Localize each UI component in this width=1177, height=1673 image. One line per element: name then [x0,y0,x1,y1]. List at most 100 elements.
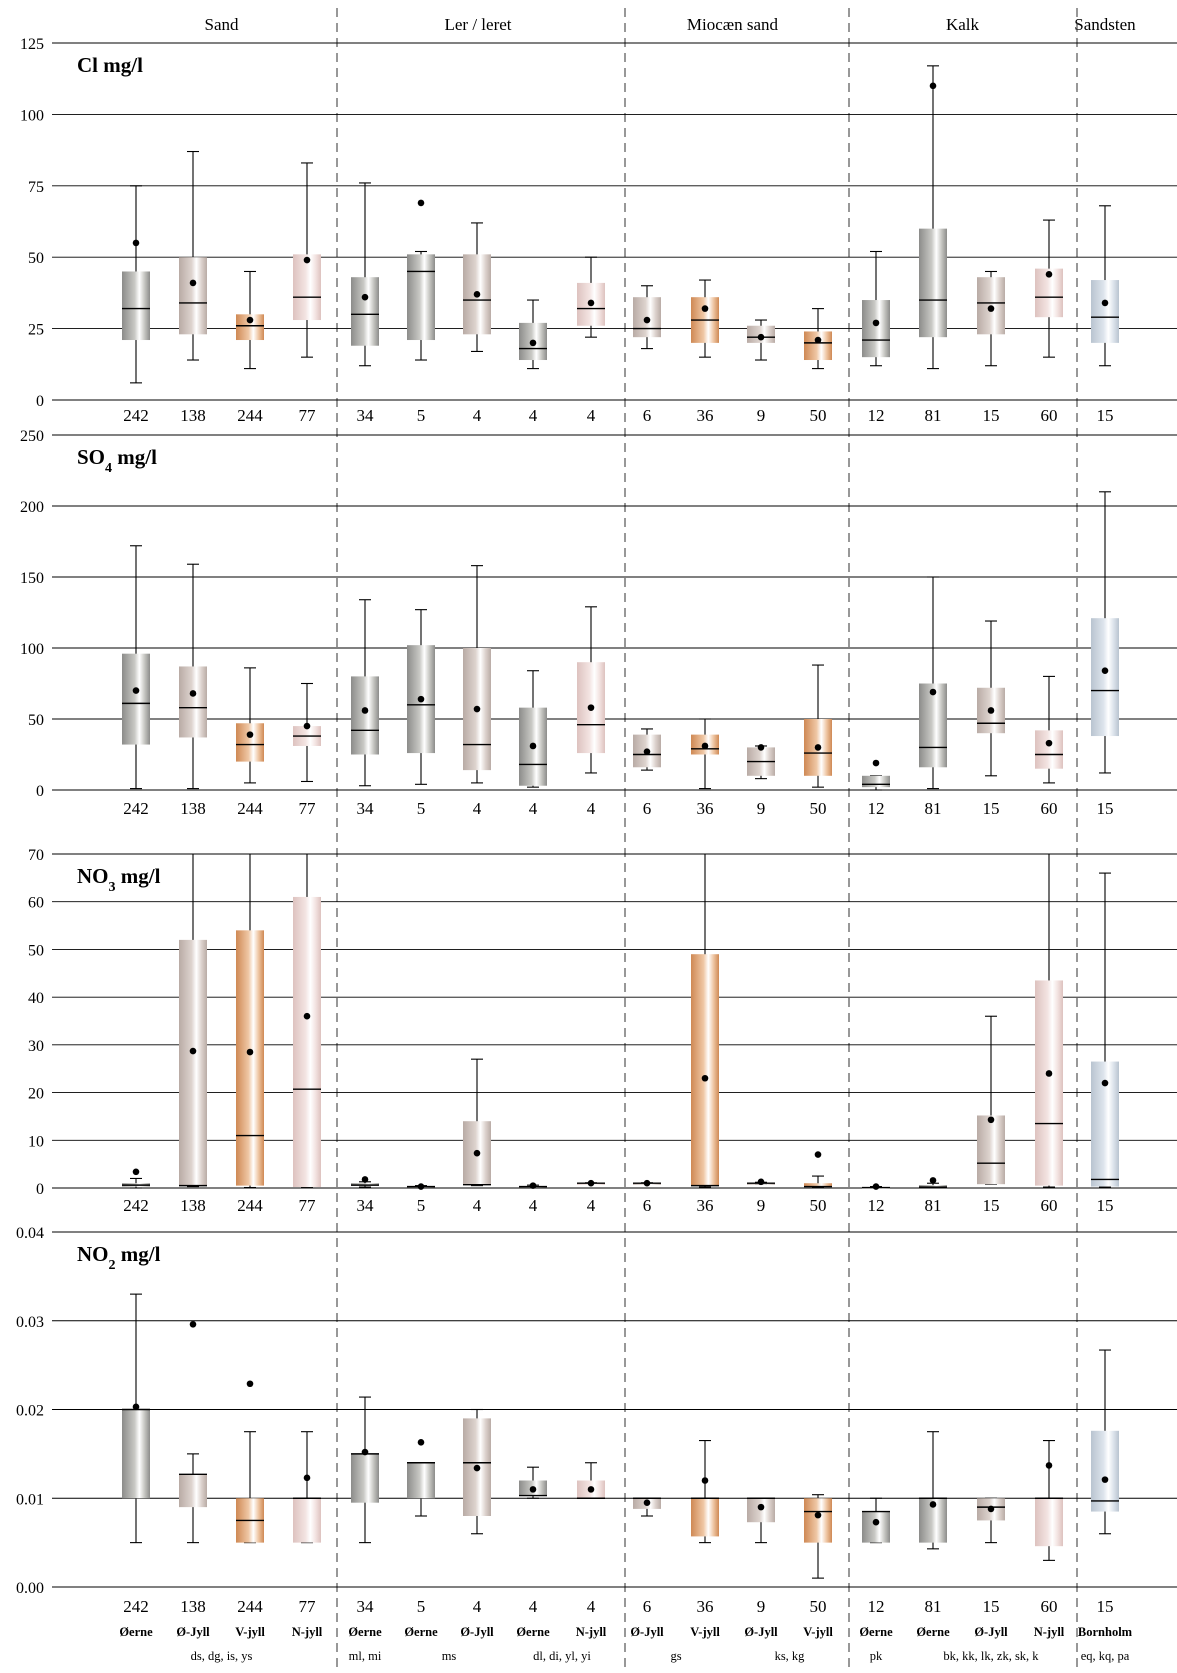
region-label: Ø-Jyll [744,1625,778,1639]
region-label: Øerne [119,1625,153,1639]
category-label: 36 [697,799,714,818]
mean-dot [814,1151,822,1158]
category-label: 9 [757,1597,766,1616]
box [1035,1498,1063,1547]
mean-dot [473,1149,481,1157]
mean-dot [246,316,254,324]
category-label: 138 [180,1196,206,1215]
mean-dot [246,1048,254,1056]
panel-0: 0 25 50 75 100 125 242 138 244 77 34 5 4 4 4 6 36 9 50 12 81… [20,36,1177,425]
panel-2: 0 10 20 30 40 50 60 70 242 138 244 77 34 5 4 4 4 6 36 9 50 12… [28,847,1177,1215]
y-tick-label: 0 [36,393,44,410]
y-tick-label: 25 [28,322,44,339]
category-label: 4 [587,799,596,818]
mean-dot [587,299,595,307]
region-label: Øerne [916,1625,950,1639]
mean-dot [246,1380,254,1388]
mean-dot [701,305,709,312]
y-tick-label: 0.00 [16,1580,44,1597]
category-label: 242 [123,799,149,818]
mean-dot [872,1183,880,1190]
y-tick-label: 200 [20,499,44,516]
category-label: 81 [925,1597,942,1616]
mean-dot [643,1499,651,1506]
category-label: 50 [810,406,827,425]
category-label: 6 [643,1597,652,1616]
category-label: 50 [810,799,827,818]
box [919,228,947,338]
formation-code-label: eq, kq, pa [1081,1649,1130,1663]
mean-dot [529,742,537,750]
mean-dot [303,1474,311,1482]
box [122,271,150,341]
category-label: 15 [983,406,1000,425]
mean-dot [189,1321,197,1328]
category-label: 9 [757,799,766,818]
group-label-3: Kalk [946,15,980,34]
category-label: 4 [529,1597,538,1616]
category-label: 60 [1041,1597,1058,1616]
box [293,896,321,1188]
category-label: 6 [643,406,652,425]
region-label: Ø-Jyll [630,1625,664,1639]
group-label-0: Sand [205,15,240,34]
box [122,1409,150,1499]
mean-dot [473,1464,481,1472]
formation-code-label: gs [670,1649,681,1663]
category-label: 60 [1041,799,1058,818]
box [407,1462,435,1499]
mean-dot [643,1179,651,1187]
box [293,254,321,321]
mean-dot [587,704,595,711]
panel-3: 0.00 0.01 0.02 0.03 0.04 242 138 244 77 34 5 4 4 4 6 36… [16,1225,1177,1616]
category-label: 12 [868,1597,885,1616]
mean-dot [417,695,425,703]
region-label: N-jyll [292,1625,323,1639]
panel-title: NO3 mg/l [77,864,161,895]
mean-dot [1045,1070,1053,1077]
region-label: Øerne [404,1625,438,1639]
category-label: 34 [357,1196,375,1215]
category-label: 4 [587,406,596,425]
mean-dot [643,316,651,324]
box [236,930,264,1186]
category-label: 6 [643,1196,652,1215]
category-label: 77 [299,799,317,818]
category-label: 4 [529,406,538,425]
mean-dot [473,291,481,298]
category-label: 244 [237,1597,263,1616]
mean-dot [757,1178,765,1186]
region-label: V-jyll [690,1625,720,1639]
category-label: 4 [473,1196,482,1215]
region-label: N-jyll [576,1625,607,1639]
mean-dot [417,199,425,207]
mean-dot [643,748,651,755]
box [804,331,832,361]
mean-dot [361,293,369,301]
y-tick-label: 100 [20,107,44,124]
formation-code-label: bk, kk, lk, zk, sk, k [943,1649,1039,1663]
mean-dot [246,731,254,738]
box [862,1511,890,1543]
category-label: 244 [237,1196,263,1215]
category-label: 4 [473,406,482,425]
mean-dot [587,1179,595,1187]
y-tick-label: 0.04 [16,1225,44,1242]
y-tick-label: 20 [28,1086,44,1103]
box [1091,280,1119,343]
mean-dot [1045,1462,1053,1469]
region-label: Øerne [348,1625,382,1639]
mean-dot [303,1012,311,1020]
mean-dot [303,256,311,264]
box [1091,618,1119,737]
mean-dot [417,1439,425,1446]
category-label: 138 [180,1597,206,1616]
mean-dot [587,1486,595,1493]
category-label: 9 [757,406,766,425]
box [862,300,890,358]
category-label: 242 [123,1196,149,1215]
group-label-2: Miocæn sand [687,15,779,34]
y-tick-label: 50 [28,250,44,267]
category-label: 9 [757,1196,766,1215]
